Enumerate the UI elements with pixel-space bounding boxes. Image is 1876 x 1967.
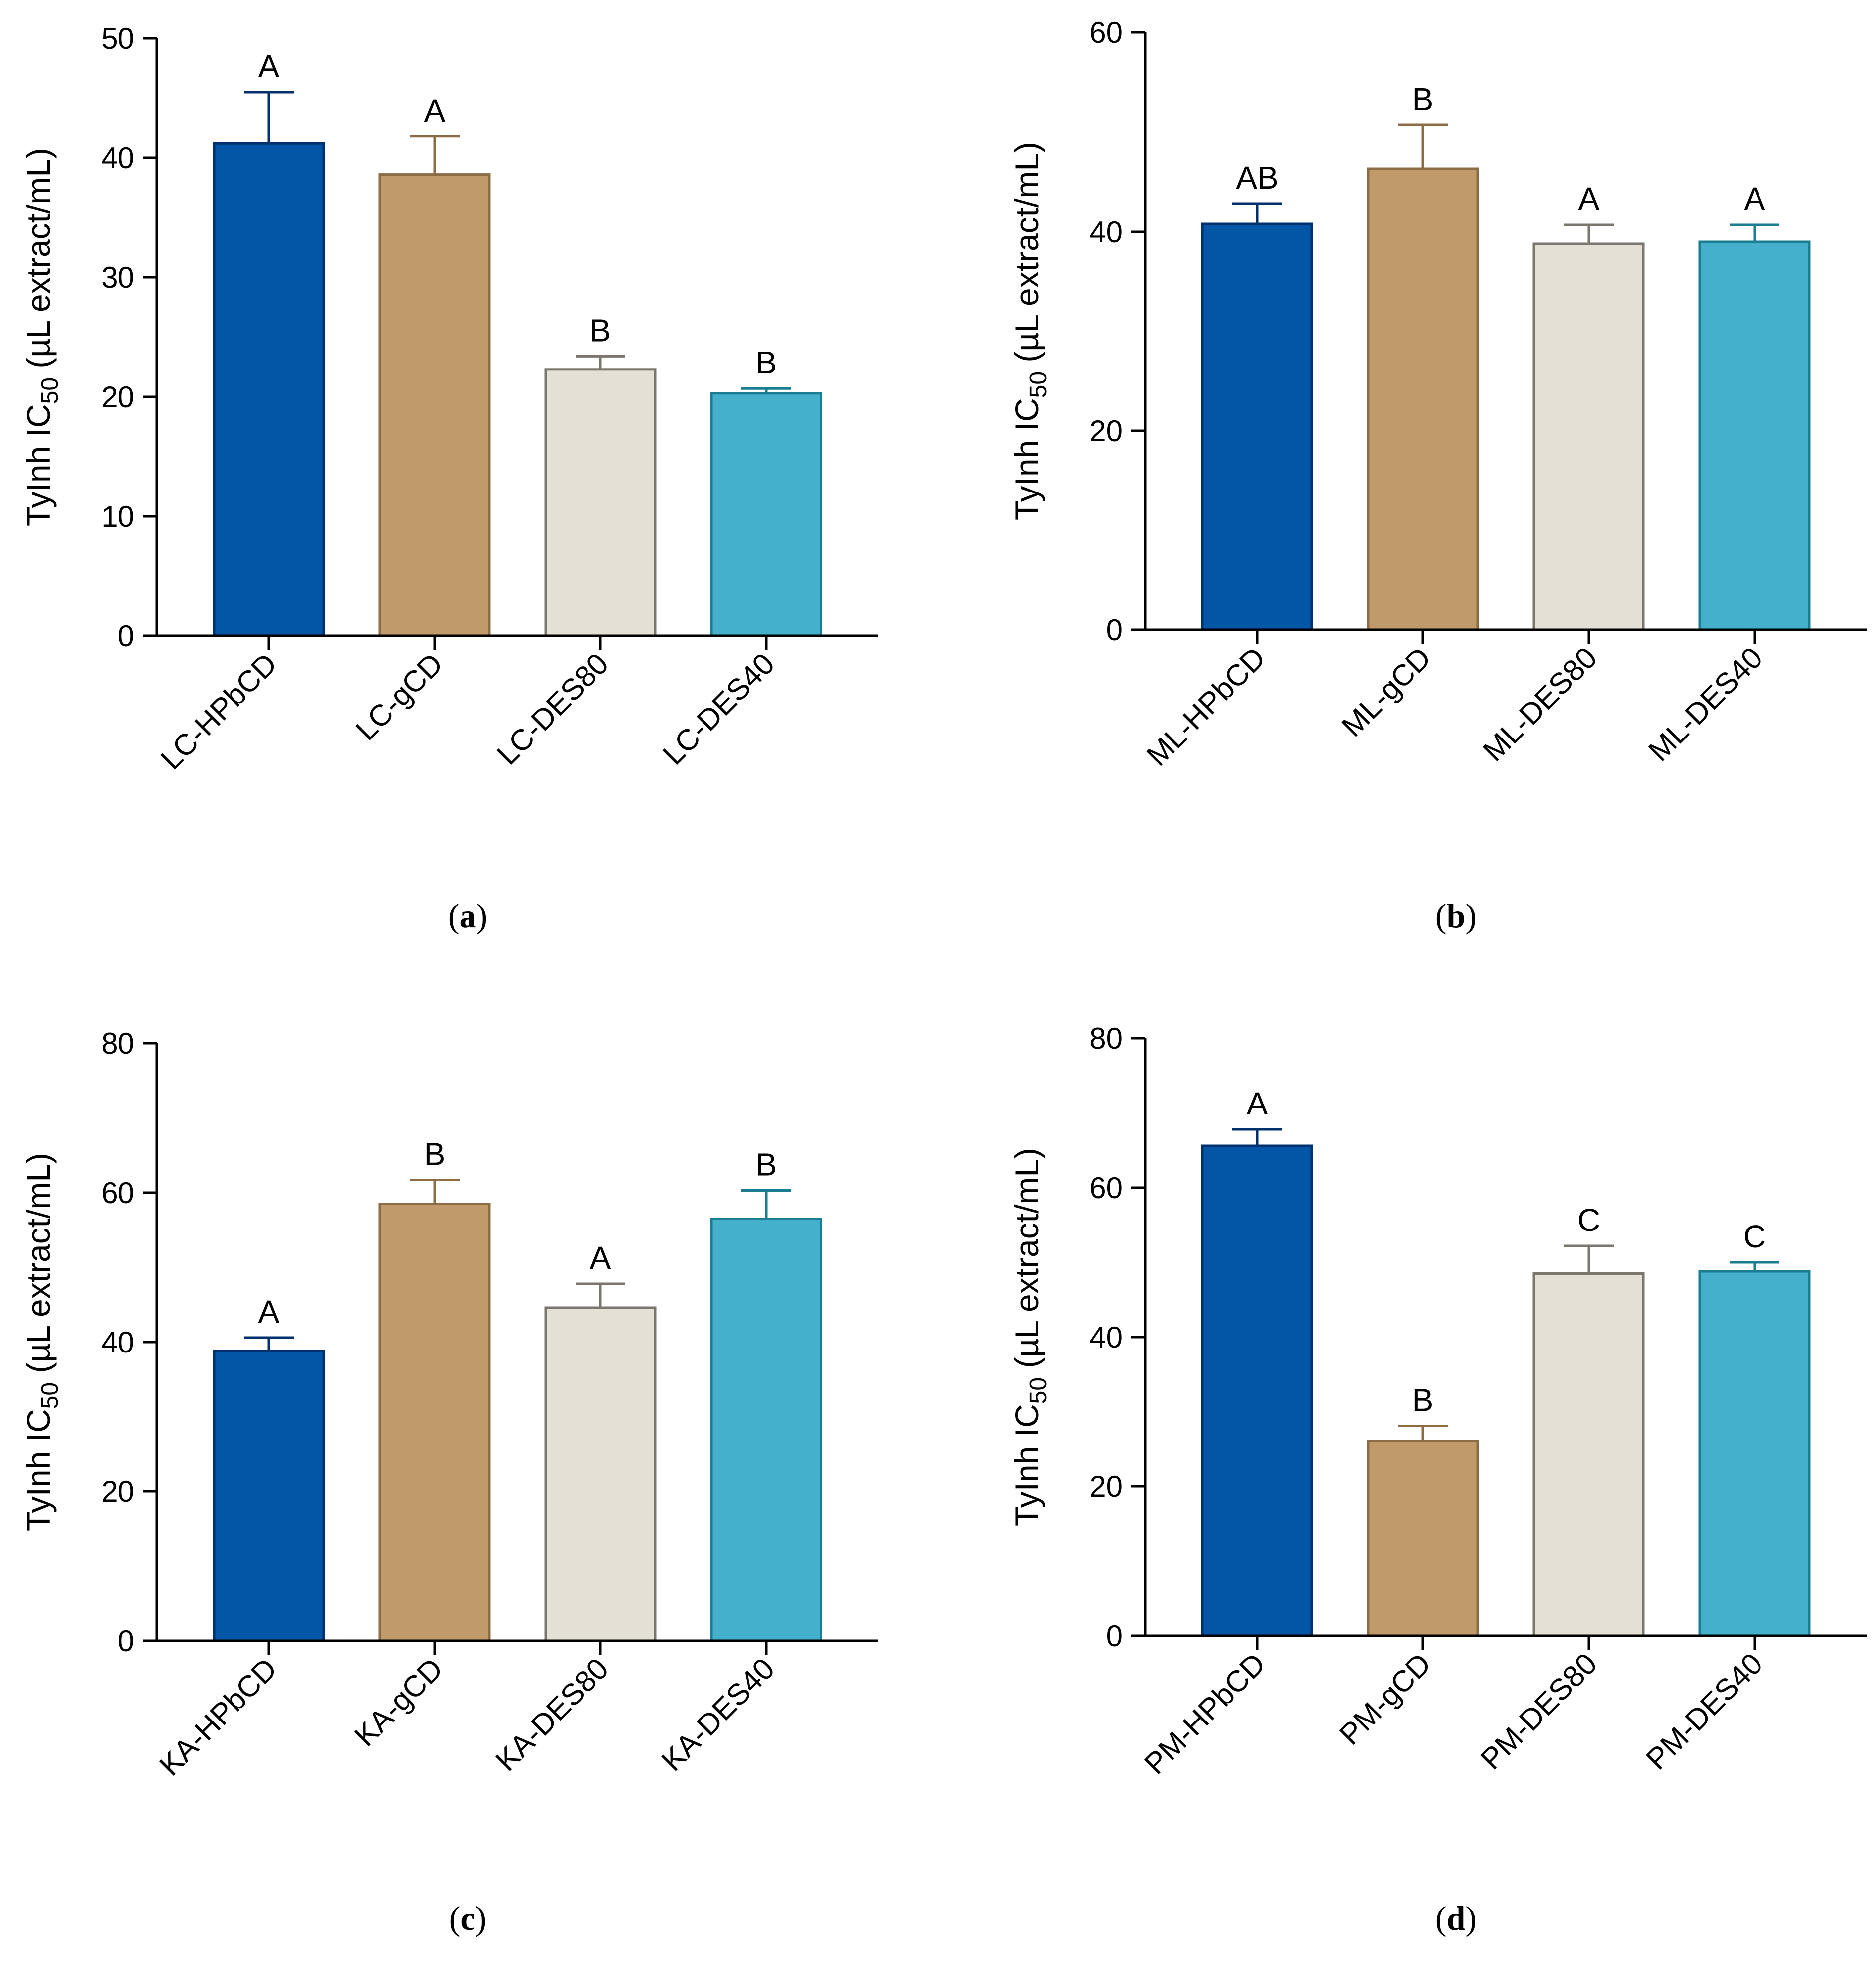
y-axis-title-b: TyInh IC50 (µL extract/mL) [1008, 142, 1052, 520]
significance-label-c-3: A [590, 1240, 611, 1276]
bar-a-lc-des80 [544, 368, 657, 637]
category-label-a-1: LC-HPbCD [154, 647, 284, 776]
category-label-a-4: LC-DES40 [656, 647, 781, 771]
category-label-b-1: ML-HPbCD [1140, 641, 1272, 772]
category-label-a-2: LC-gCD [350, 647, 450, 747]
significance-label-a-4: B [756, 345, 777, 380]
y-axis-title-c: TyInh IC50 (µL extract/mL) [20, 1153, 63, 1531]
category-label-b-2: ML-gCD [1335, 641, 1437, 743]
chart-panel-a: A LC-HPbCD A LC-gCD B LC-DES80 B LC-DES40 0 10 20 3… [20, 22, 878, 935]
y-tick-label-b-60: 60 [1089, 16, 1123, 49]
category-label-d-3: PM-DES80 [1474, 1647, 1604, 1776]
y-tick-label-a-40: 40 [101, 141, 134, 175]
significance-label-b-1: AB [1236, 160, 1278, 196]
significance-label-c-2: B [424, 1136, 446, 1172]
bar-c-ka-hpbcd [213, 1350, 325, 1642]
bar-b-ml-hpbcd [1201, 222, 1313, 631]
significance-label-a-1: A [258, 48, 280, 84]
category-label-c-1: KA-HPbCD [153, 1652, 283, 1782]
bar-d-pm-des40 [1698, 1270, 1811, 1637]
bar-d-pm-des80 [1532, 1272, 1645, 1637]
chart-panel-b: AB ML-HPbCD B ML-gCD A ML-DES80 A ML-DES40 0 20 40… [1008, 16, 1867, 935]
chart-panel-c: A KA-HPbCD B KA-gCD A KA-DES80 B KA-DES40 0 20 40 6… [20, 1027, 878, 1937]
bar-a-lc-hpbcd [213, 142, 325, 637]
bar-b-ml-des80 [1532, 242, 1645, 631]
y-tick-label-d-40: 40 [1089, 1321, 1123, 1354]
category-label-a-3: LC-DES80 [490, 647, 615, 771]
y-tick-label-b-0: 0 [1106, 614, 1123, 647]
bar-d-pm-hpbcd [1201, 1144, 1313, 1637]
panel-label-d: (d) [1435, 1899, 1477, 1937]
y-tick-label-a-50: 50 [101, 22, 134, 55]
y-tick-label-c-60: 60 [101, 1176, 134, 1210]
y-tick-label-d-20: 20 [1089, 1470, 1123, 1503]
significance-label-b-2: B [1412, 81, 1434, 117]
category-label-c-3: KA-DES80 [489, 1652, 615, 1778]
y-tick-label-a-0: 0 [118, 619, 134, 653]
bar-a-lc-des40 [710, 392, 822, 637]
bar-c-ka-des40 [710, 1218, 822, 1642]
significance-label-d-2: B [1412, 1382, 1434, 1418]
significance-label-a-3: B [590, 312, 611, 348]
significance-label-d-1: A [1247, 1086, 1268, 1121]
category-label-b-4: ML-DES40 [1642, 641, 1769, 768]
y-tick-label-a-10: 10 [101, 500, 134, 533]
y-tick-label-d-0: 0 [1106, 1619, 1123, 1653]
category-label-c-4: KA-DES40 [655, 1652, 781, 1778]
bar-d-pm-gcd [1367, 1440, 1479, 1637]
category-label-d-4: PM-DES40 [1640, 1647, 1769, 1776]
category-label-c-2: KA-gCD [348, 1652, 449, 1753]
category-label-d-1: PM-HPbCD [1138, 1647, 1272, 1781]
y-axis-title-a: TyInh IC50 (µL extract/mL) [20, 148, 63, 526]
chart-panel-d: A PM-HPbCD B PM-gCD C PM-DES80 C PM-DES40 0 20 40 6… [1008, 1022, 1867, 1937]
y-tick-label-d-80: 80 [1089, 1022, 1123, 1055]
significance-label-c-1: A [258, 1294, 280, 1330]
y-tick-label-c-20: 20 [101, 1475, 134, 1508]
category-label-b-3: ML-DES80 [1476, 641, 1603, 768]
significance-label-a-2: A [424, 93, 446, 128]
significance-label-b-3: A [1578, 181, 1600, 217]
y-tick-label-b-40: 40 [1089, 215, 1123, 248]
y-tick-label-a-30: 30 [101, 261, 134, 294]
significance-label-d-3: C [1577, 1202, 1600, 1238]
bar-c-ka-des80 [544, 1306, 657, 1642]
y-tick-label-c-80: 80 [101, 1027, 134, 1060]
bar-a-lc-gcd [378, 173, 491, 637]
y-tick-label-c-40: 40 [101, 1326, 134, 1359]
y-tick-label-d-60: 60 [1089, 1171, 1123, 1205]
y-tick-label-b-20: 20 [1089, 414, 1123, 448]
bar-b-ml-des40 [1698, 240, 1811, 631]
y-tick-label-c-0: 0 [118, 1624, 134, 1658]
panel-label-c: (c) [449, 1899, 487, 1937]
significance-label-c-4: B [756, 1147, 777, 1183]
panel-label-b: (b) [1435, 897, 1477, 935]
bar-c-ka-gcd [378, 1203, 491, 1642]
y-axis-title-d: TyInh IC50 (µL extract/mL) [1008, 1148, 1052, 1526]
y-tick-label-a-20: 20 [101, 380, 134, 414]
panel-label-a: (a) [448, 897, 487, 935]
category-label-d-2: PM-gCD [1333, 1647, 1437, 1751]
bar-b-ml-gcd [1367, 167, 1479, 631]
significance-label-d-4: C [1743, 1219, 1766, 1254]
significance-label-b-4: A [1744, 181, 1765, 217]
